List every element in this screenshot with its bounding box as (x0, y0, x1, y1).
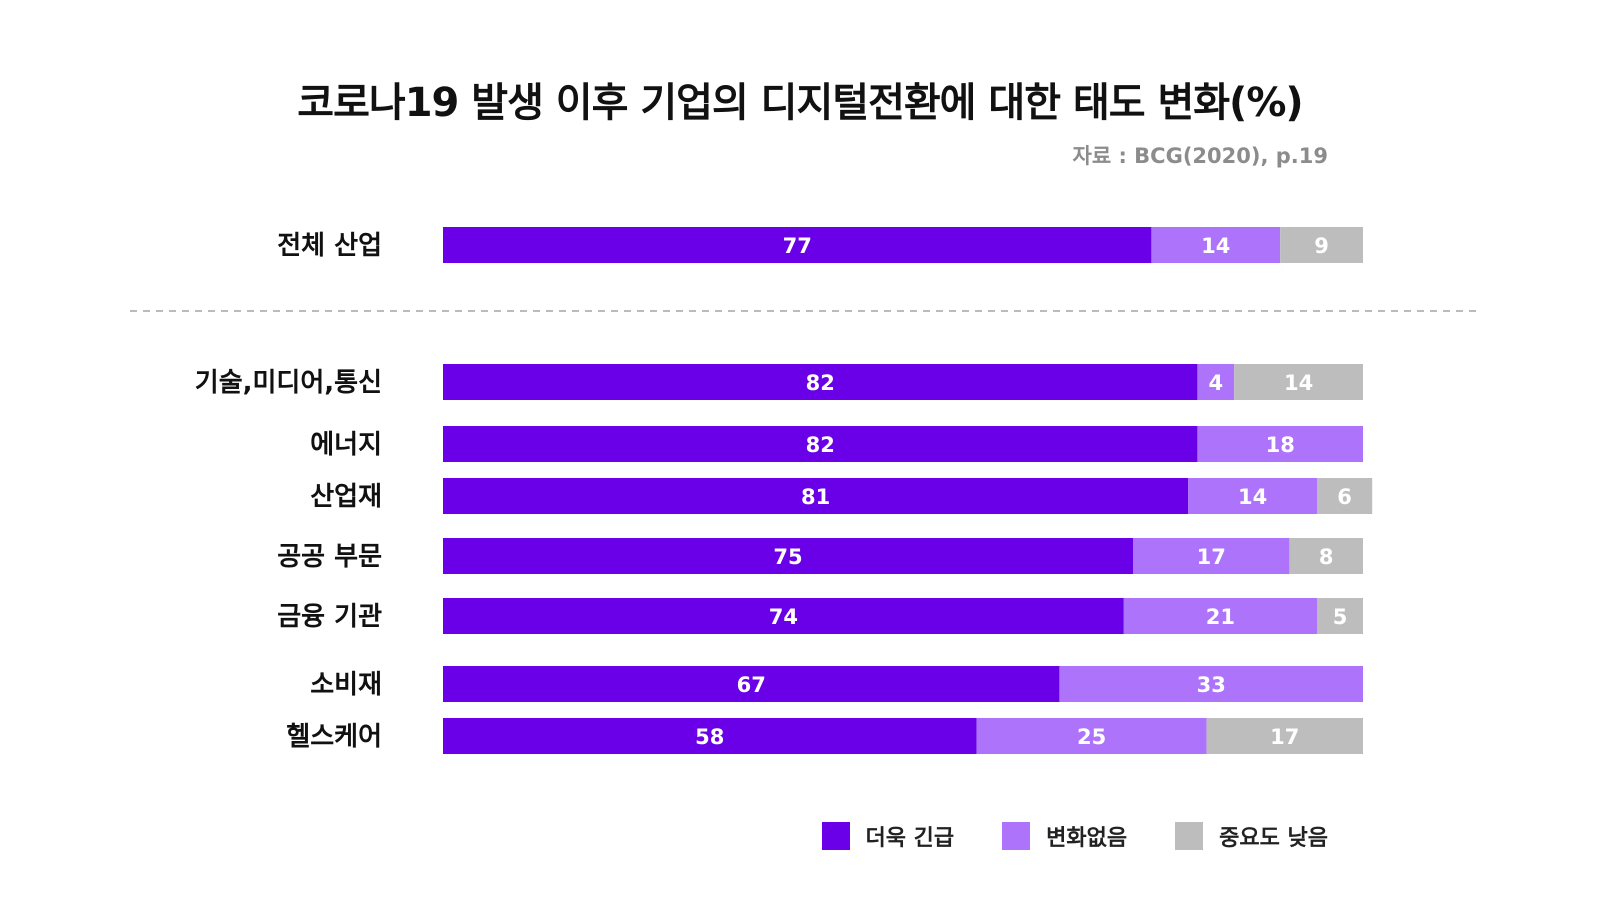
legend-item-less-important: 중요도 낮음 (1175, 820, 1328, 852)
bar-segment-더욱-긴급 (443, 426, 1198, 462)
bar-row: 금융 기관 74 21 5 (277, 598, 1363, 634)
bar-segment-더욱-긴급 (443, 478, 1189, 514)
bar-segment-변화없음 (1197, 426, 1363, 462)
data-label: 5 (1333, 605, 1348, 629)
data-label: 82 (806, 433, 835, 457)
legend-item-no-change: 변화없음 (1002, 820, 1127, 852)
bar-segment-변화없음 (1197, 364, 1235, 400)
bar-segment-더욱-긴급 (443, 598, 1124, 634)
bar-segment-변화없음 (1133, 538, 1290, 574)
legend-item-more-urgent: 더욱 긴급 (821, 820, 955, 852)
legend: 더욱 긴급 변화없음 중요도 낮음 (774, 820, 1328, 852)
bar-segment-중요도-낮음 (1206, 718, 1363, 754)
legend-swatch-less-important (1175, 822, 1204, 850)
bar-segment-변화없음 (1151, 227, 1281, 263)
bar-segment-중요도-낮음 (1289, 538, 1363, 574)
bar-row: 전체 산업 77 14 9 (277, 227, 1363, 263)
bar-segment-더욱-긴급 (443, 718, 977, 754)
bar-segment-변화없음 (1188, 478, 1317, 514)
bar-row: 에너지 82 18 (310, 426, 1363, 462)
data-label: 81 (801, 485, 830, 509)
category-label: 소비재 (310, 670, 382, 700)
bar-segment-변화없음 (1123, 598, 1317, 634)
bar-segment-더욱-긴급 (443, 364, 1198, 400)
data-label: 14 (1284, 371, 1313, 395)
legend-label-no-change: 변화없음 (1046, 826, 1128, 851)
data-label: 82 (806, 371, 835, 395)
legend-swatch-no-change (1002, 822, 1031, 850)
category-label: 기술,미디어,통신 (195, 368, 382, 398)
bar-segment-더욱-긴급 (443, 227, 1152, 263)
bar-row: 공공 부문 75 17 8 (277, 538, 1363, 574)
data-label: 6 (1337, 485, 1352, 509)
data-label: 58 (695, 725, 724, 749)
legend-label-less-important: 중요도 낮음 (1219, 826, 1328, 851)
category-label: 공공 부문 (277, 542, 382, 572)
bar-segment-더욱-긴급 (443, 538, 1133, 574)
data-label: 74 (769, 605, 798, 629)
legend-label-more-urgent: 더욱 긴급 (865, 826, 955, 851)
data-label: 18 (1266, 433, 1295, 457)
bar-row: 소비재 67 33 (310, 666, 1363, 702)
bar-segment-중요도-낮음 (1317, 598, 1363, 634)
data-label: 9 (1314, 234, 1329, 258)
data-label: 25 (1077, 725, 1106, 749)
category-label: 헬스케어 (286, 722, 382, 752)
bar-row: 산업재 81 14 6 (310, 478, 1373, 514)
bar-segment-변화없음 (1059, 666, 1363, 702)
bar-segment-변화없음 (976, 718, 1207, 754)
bar-segment-중요도-낮음 (1280, 227, 1363, 263)
category-label: 산업재 (310, 482, 382, 512)
data-label: 4 (1208, 371, 1223, 395)
category-label: 금융 기관 (277, 602, 382, 632)
data-label: 75 (773, 545, 802, 569)
source-note: 자료 : BCG(2020), p.19 (1072, 144, 1328, 168)
data-label: 17 (1270, 725, 1299, 749)
data-label: 14 (1201, 234, 1230, 258)
data-label: 8 (1319, 545, 1334, 569)
category-label: 에너지 (310, 430, 382, 460)
bar-segment-중요도-낮음 (1234, 364, 1363, 400)
stacked-bar-chart: 전체 산업 77 14 9 기술,미디어,통신 82 4 14 에너지 82 18 산업재 81 14 6 공… (130, 227, 1478, 754)
data-label: 77 (783, 234, 812, 258)
bar-segment-더욱-긴급 (443, 666, 1060, 702)
data-label: 33 (1197, 673, 1226, 697)
category-label: 전체 산업 (277, 231, 382, 261)
bar-segment-중요도-낮음 (1317, 478, 1373, 514)
legend-swatch-more-urgent (821, 822, 850, 850)
data-label: 14 (1238, 485, 1267, 509)
data-label: 67 (737, 673, 766, 697)
bar-row: 헬스케어 58 25 17 (286, 718, 1363, 754)
data-label: 21 (1206, 605, 1235, 629)
bar-row: 기술,미디어,통신 82 4 14 (195, 364, 1363, 400)
data-label: 17 (1197, 545, 1226, 569)
chart-title: 코로나19 발생 이후 기업의 디지털전환에 대한 태도 변화(%) (297, 80, 1303, 126)
